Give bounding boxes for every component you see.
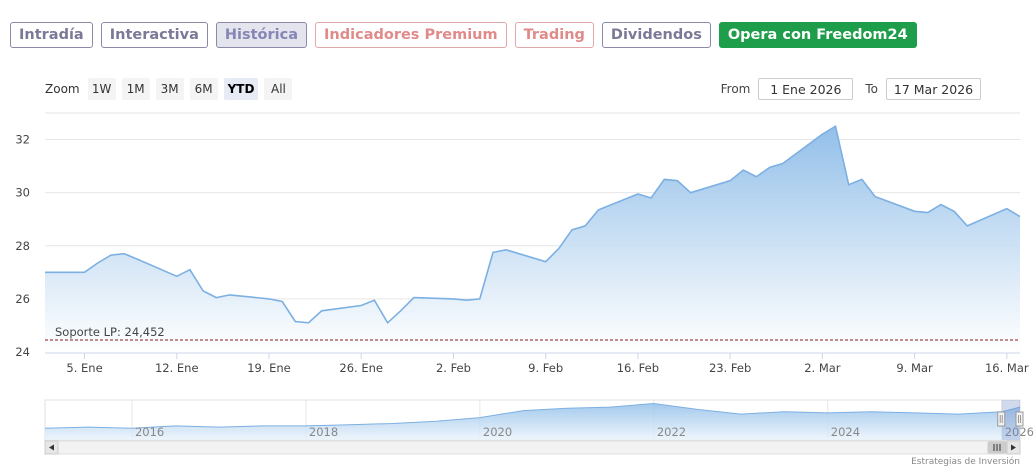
zoom-bar: Zoom 1W 1M 3M 6M YTD All xyxy=(45,78,293,100)
from-date-input[interactable] xyxy=(758,78,854,100)
zoom-ytd-button[interactable]: YTD xyxy=(223,78,259,100)
price-area xyxy=(45,126,1020,352)
tab-indicadores-premium[interactable]: Indicadores Premium xyxy=(315,22,507,48)
zoom-1m-button[interactable]: 1M xyxy=(121,78,150,100)
zoom-6m-button[interactable]: 6M xyxy=(189,78,218,100)
navigator-year-label: 2026 xyxy=(1005,425,1034,439)
zoom-1w-button[interactable]: 1W xyxy=(87,78,116,100)
x-tick-label: 16. Feb xyxy=(617,361,659,375)
navigator-line xyxy=(44,402,1021,429)
x-tick-label: 9. Mar xyxy=(896,361,933,375)
tab-intrad-a[interactable]: Intradía xyxy=(10,22,93,48)
x-tick-label: 26. Ene xyxy=(339,361,383,375)
date-range-selector: From To xyxy=(721,78,981,100)
to-date-input[interactable] xyxy=(886,78,981,100)
tab-trading[interactable]: Trading xyxy=(514,22,594,48)
x-tick-label: 19. Ene xyxy=(247,361,291,375)
navigator-year-label: 2016 xyxy=(135,425,164,439)
navigator-year-label: 2020 xyxy=(483,425,512,439)
scrollbar-left-button[interactable] xyxy=(44,440,59,455)
navigator-handle-left[interactable] xyxy=(997,411,1006,427)
tab-opera-con-freedom24[interactable]: Opera con Freedom24 xyxy=(718,22,917,48)
chevron-left-icon xyxy=(49,444,54,451)
y-tick-label: 24 xyxy=(15,345,30,359)
tab-hist-rica[interactable]: Histórica xyxy=(215,22,308,48)
scrollbar-thumb[interactable] xyxy=(987,441,1007,454)
navigator-selection[interactable] xyxy=(1001,400,1020,440)
zoom-label: Zoom xyxy=(45,82,80,96)
from-label: From xyxy=(720,82,751,96)
x-tick-label: 23. Feb xyxy=(709,361,751,375)
x-tick-label: 5. Ene xyxy=(66,361,102,375)
zoom-3m-button[interactable]: 3M xyxy=(155,78,184,100)
y-tick-label: 30 xyxy=(15,186,30,200)
navigator-handle-right[interactable] xyxy=(1015,411,1024,427)
tab-interactiva[interactable]: Interactiva xyxy=(100,22,208,48)
x-tick-label: 9. Feb xyxy=(528,361,563,375)
navigator-year-label: 2022 xyxy=(657,425,686,439)
support-label: Soporte LP: 24,452 xyxy=(55,325,165,339)
scrollbar-right-button[interactable] xyxy=(1006,440,1021,455)
y-tick-label: 26 xyxy=(15,292,30,306)
tab-dividendos[interactable]: Dividendos xyxy=(601,22,711,48)
navigator-year-label: 2024 xyxy=(831,425,860,439)
y-tick-label: 28 xyxy=(15,239,30,253)
x-tick-label: 2. Mar xyxy=(804,361,841,375)
x-tick-label: 12. Ene xyxy=(155,361,199,375)
x-tick-label: 2. Feb xyxy=(436,361,471,375)
chart-credit[interactable]: Estrategias de Inversión xyxy=(911,456,1020,467)
y-tick-label: 32 xyxy=(15,133,30,147)
price-line xyxy=(45,125,1021,325)
x-tick-label: 16. Mar xyxy=(985,361,1029,375)
chevron-right-icon xyxy=(1011,444,1016,451)
zoom-all-button[interactable]: All xyxy=(264,78,293,100)
scrollbar-track[interactable] xyxy=(44,440,1021,455)
navigator-year-label: 2018 xyxy=(309,425,338,439)
to-label: To xyxy=(865,82,878,96)
chart-type-tabs: Intradía Interactiva Histórica Indicadores … xyxy=(10,22,917,48)
